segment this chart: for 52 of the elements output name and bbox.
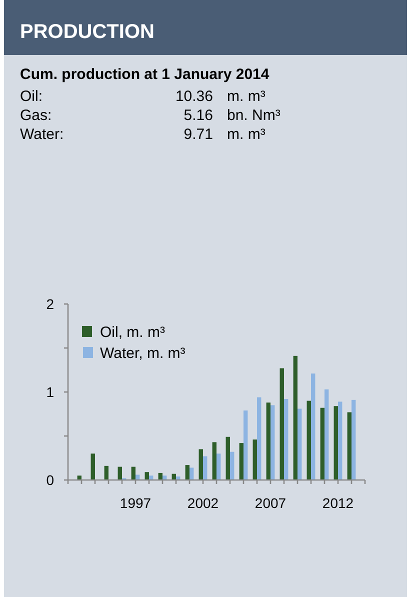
legend-label: Water, m. m³ [100, 345, 186, 362]
bar [190, 468, 194, 480]
bar [244, 410, 248, 480]
bar [185, 465, 190, 480]
bar [280, 368, 284, 480]
x-tick-label: 2007 [254, 495, 286, 511]
bar [198, 449, 203, 480]
x-tick-label: 2012 [322, 495, 354, 511]
bar [293, 356, 298, 480]
text: m. m³ [227, 88, 266, 105]
bar [226, 436, 230, 480]
text: 5.16 [184, 107, 213, 124]
bar [118, 466, 122, 480]
bar [334, 406, 338, 480]
bar [347, 412, 352, 480]
text: Oil: [20, 88, 42, 105]
chart-subtitle: Cum. production at 1 January 2014 [20, 66, 270, 83]
y-tick-label: 2 [46, 296, 54, 312]
x-tick-label: 2002 [187, 495, 219, 511]
bar [203, 456, 208, 480]
text: Water: [20, 126, 64, 143]
bar [144, 472, 149, 480]
x-tick-label: 1997 [120, 495, 152, 511]
chart-title: PRODUCTION [20, 21, 154, 43]
bar [298, 408, 302, 480]
text: 10.36 [175, 88, 213, 105]
bar [338, 402, 342, 480]
bar [104, 466, 108, 480]
text: Gas: [20, 107, 52, 124]
bar [131, 466, 136, 480]
bar [320, 408, 324, 480]
text: 9.71 [184, 126, 213, 143]
bar [252, 440, 257, 480]
bar [284, 399, 288, 480]
bar [230, 452, 234, 480]
text: bn. Nm³ [227, 107, 280, 124]
text: m. m³ [227, 126, 266, 143]
bar [352, 400, 356, 480]
bar [212, 442, 216, 480]
bar [324, 389, 329, 480]
bar [306, 400, 311, 480]
bar [270, 405, 275, 480]
y-tick-label: 1 [46, 384, 54, 400]
y-tick-label: 0 [46, 472, 54, 488]
bar [311, 374, 316, 480]
bar [266, 402, 270, 480]
bar [257, 397, 262, 480]
bar [90, 454, 95, 480]
bar [216, 454, 221, 480]
bar [239, 443, 244, 480]
legend-label: Oil, m. m³ [100, 324, 165, 341]
bar [136, 474, 140, 480]
